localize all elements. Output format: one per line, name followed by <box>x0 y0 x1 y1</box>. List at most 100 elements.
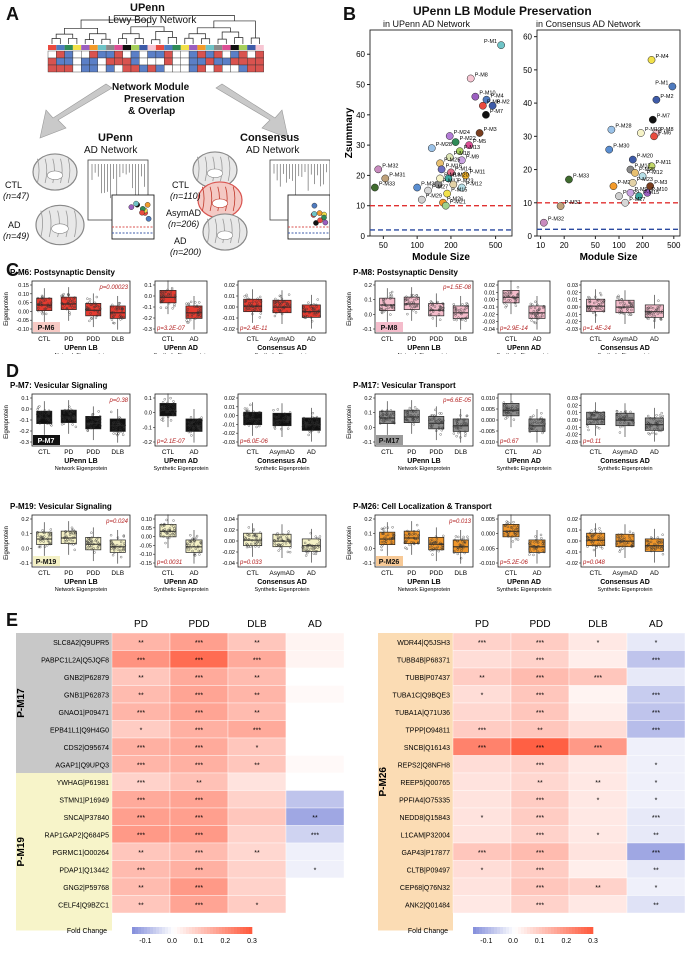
cons-boxplot-point <box>615 542 618 546</box>
scatter-point <box>497 41 505 49</box>
legend-swatch <box>198 927 202 934</box>
y-tick-label: 0 <box>361 232 366 241</box>
cons-boxplot-point <box>272 422 276 425</box>
brain-ctl-right <box>192 151 238 189</box>
lb-boxplot-category: DLB <box>454 449 467 456</box>
lb-boxplot-point <box>65 536 68 539</box>
protein-row-label: PDAP1|Q13442 <box>59 867 109 874</box>
module-title: P-M17: Vesicular Transport <box>353 381 456 390</box>
lb-boxplot-point <box>461 317 464 320</box>
significance-mark: *** <box>536 762 544 769</box>
trait-heatmap-cell <box>155 64 165 73</box>
lb-boxplot-ytick-label: 0.2 <box>364 283 372 289</box>
significance-mark: *** <box>195 727 203 734</box>
lb-boxplot-point <box>462 423 465 427</box>
lb-boxplot-point <box>392 306 395 310</box>
legend-swatch <box>536 927 540 934</box>
lb-boxplot-point <box>390 293 393 297</box>
lb-boxplot-point <box>457 418 461 421</box>
ad-boxplot-point <box>167 302 171 305</box>
lb-boxplot-point <box>94 302 98 306</box>
cons-boxplot-point <box>282 306 285 310</box>
lb-boxplot-point <box>403 541 406 544</box>
lb-boxplot-point <box>68 412 72 416</box>
cons-boxplot-point <box>246 410 249 414</box>
ad-boxplot-point <box>159 301 162 304</box>
scatter-point-label: P-M30 <box>421 182 437 188</box>
module-color-cell <box>48 45 57 50</box>
scatter-point-label: P-M2 <box>660 94 673 100</box>
module-band <box>378 633 453 931</box>
ad-boxplot-caption-1: UPenn AD <box>164 458 198 465</box>
lb-boxplot-ytick-label: -0.05 <box>16 318 29 324</box>
cons-boxplot-point <box>660 411 663 415</box>
cons-boxplot-point <box>619 536 622 539</box>
lb-boxplot-point <box>117 423 121 426</box>
lb-boxplot-point <box>463 540 467 544</box>
ad-boxplot-point <box>198 427 202 430</box>
lb-boxplot-point <box>37 303 40 306</box>
lb-boxplot-caption-2: Network Eigenprotein <box>398 353 451 354</box>
significance-mark: ** <box>138 885 144 892</box>
ad-boxplot-point <box>528 542 531 545</box>
ad-boxplot-point <box>538 417 542 421</box>
ad-boxplot-point <box>167 404 170 407</box>
ad-boxplot-point <box>198 423 202 426</box>
lb-boxplot-point <box>437 549 440 553</box>
lb-boxplot-point <box>459 436 462 439</box>
lb-boxplot-point <box>439 433 442 436</box>
upenn-ad-title: UPenn <box>98 132 133 144</box>
cons-boxplot-category: AD <box>307 449 316 456</box>
brain-fold <box>209 186 213 212</box>
brain-asym-right <box>197 181 243 219</box>
module-color-cell <box>89 45 98 50</box>
cons-boxplot-point <box>656 423 660 426</box>
cons-boxplot-point <box>276 533 279 537</box>
legend-swatch <box>539 927 543 934</box>
legend-swatch <box>141 927 145 934</box>
cons-boxplot-point <box>316 419 319 422</box>
lb-boxplot-point <box>113 321 116 325</box>
legend-swatch <box>524 927 528 934</box>
cons-boxplot-point <box>258 316 262 319</box>
ad-boxplot-point <box>542 306 545 310</box>
cons-boxplot-ytick-label: 0.03 <box>567 396 578 402</box>
cons-boxplot-point <box>619 414 622 417</box>
cons-boxplot-point <box>306 546 309 550</box>
cons-boxplot-point <box>615 410 619 413</box>
panel-label-c: C <box>6 260 19 280</box>
panel-a-title: UPenn <box>130 2 165 14</box>
trait-heatmap-cell <box>139 57 148 66</box>
lb-boxplot-point <box>86 546 89 550</box>
lb-boxplot-point <box>405 547 409 550</box>
cons-boxplot-point <box>585 423 589 426</box>
scatter-point-label: P-M26 <box>617 180 633 186</box>
cons-boxplot-point <box>594 532 597 535</box>
panel-label-b: B <box>343 4 356 24</box>
lb-boxplot-point <box>417 414 420 417</box>
significance-mark: *** <box>253 727 261 734</box>
ctl-left: CTL <box>5 180 23 190</box>
cons-boxplot-point <box>317 310 320 313</box>
mini-scatter-dot <box>317 217 323 224</box>
cons-boxplot-point <box>305 554 308 557</box>
lb-boxplot-point <box>411 533 414 536</box>
cons-boxplot-point <box>588 301 591 304</box>
cons-boxplot-point <box>309 316 313 319</box>
module-tag: P-M17 <box>379 438 400 445</box>
lb-boxplot-point <box>440 421 443 424</box>
cons-boxplot-point <box>253 533 257 537</box>
cons-boxplot-ytick-label: -0.02 <box>222 550 235 556</box>
lb-boxplot-point <box>99 424 102 427</box>
ad-boxplot-point <box>508 529 512 533</box>
lb-boxplot-point <box>40 297 43 300</box>
significance-mark: *** <box>536 640 544 647</box>
cons-boxplot-point <box>628 537 631 540</box>
dendrogram-branch <box>234 37 244 44</box>
lb-boxplot-point <box>118 315 121 318</box>
cons-boxplot-point <box>286 303 289 306</box>
ad-boxplot-ytick-label: 0.05 <box>141 526 152 532</box>
trait-heatmap-cell <box>188 57 198 66</box>
lb-boxplot-point <box>405 411 408 414</box>
significance-mark: *** <box>594 745 602 752</box>
